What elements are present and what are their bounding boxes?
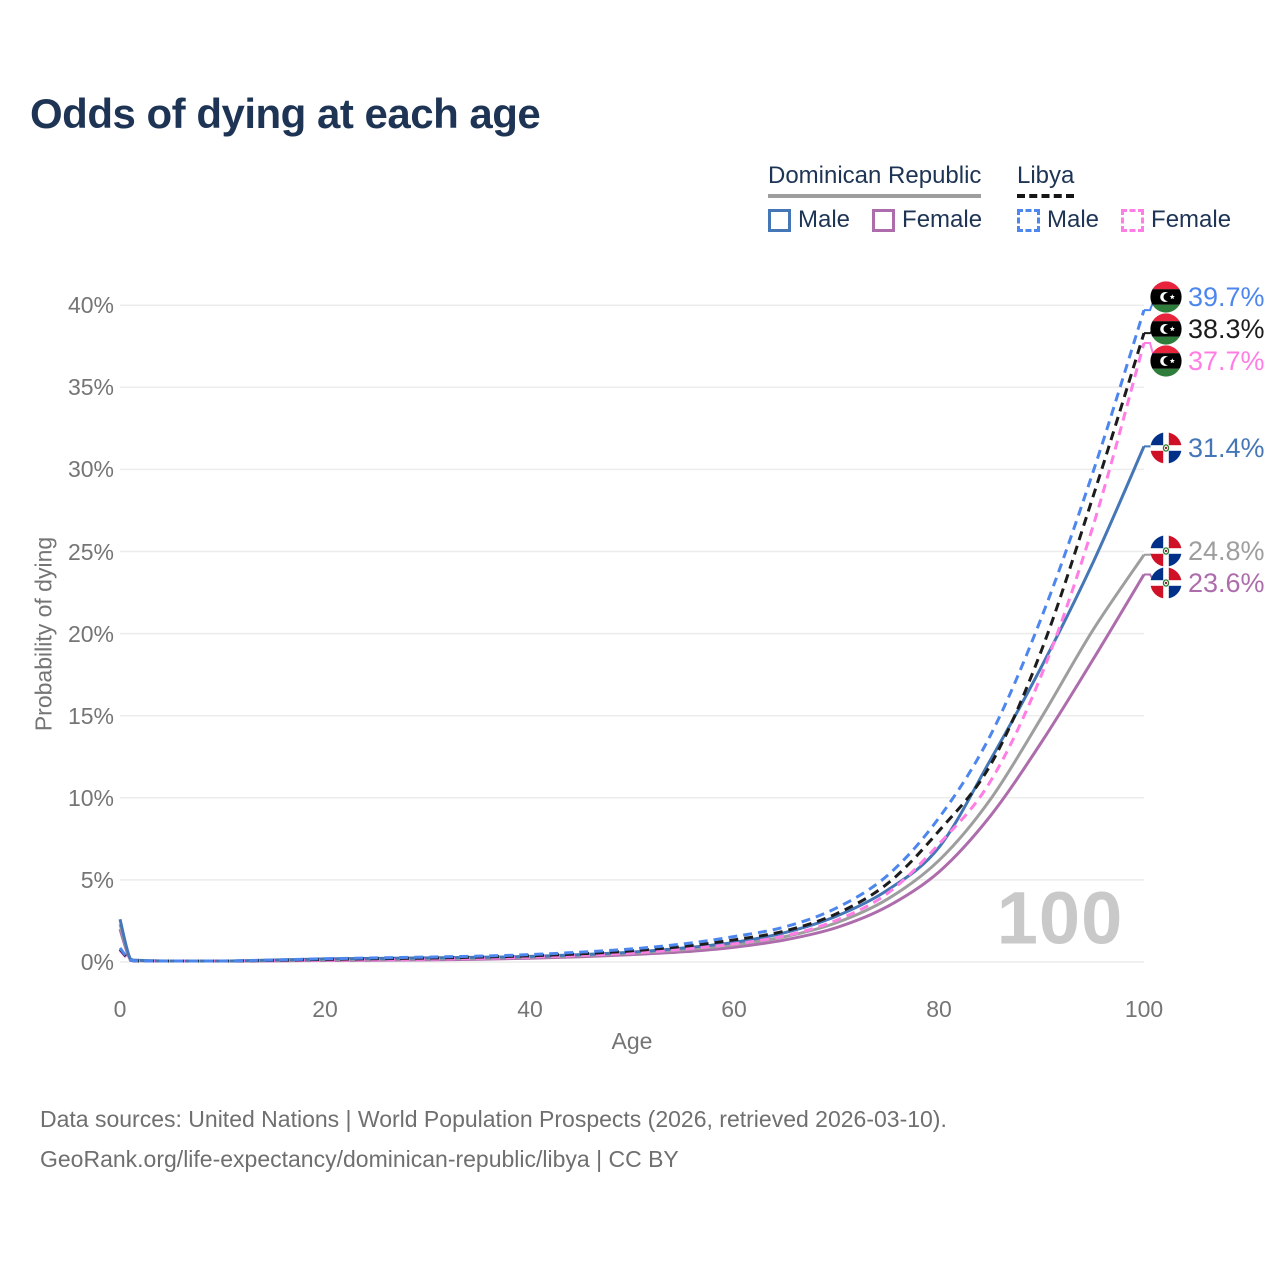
legend-label: Male [798,206,851,233]
end-label-libya-male: 39.7% [1150,280,1265,314]
end-value: 31.4% [1188,432,1265,463]
y-tick-5: 5% [80,867,114,893]
page-title: Odds of dying at each age [30,90,541,137]
libya-flag-icon [1150,313,1182,345]
x-tick-100: 100 [1124,996,1164,1022]
legend-label: Female [902,206,983,233]
age-watermark: 100 [996,876,1124,960]
legend-country-dominican-republic[interactable]: Dominican Republic [768,162,982,198]
dominican-republic-flag-icon [1150,432,1182,464]
legend-items-dominican-republic: Male Female [768,206,982,234]
legend-country-libya[interactable]: Libya [1017,162,1075,198]
end-value: 37.7% [1188,345,1265,376]
x-tick-60: 60 [721,996,747,1022]
dr-male-swatch-icon [768,208,791,232]
x-axis-title: Age [611,1028,653,1054]
legend-items-libya: Male Female [1017,206,1231,234]
y-tick-30: 30% [67,456,114,482]
end-value: 24.8% [1188,535,1265,566]
legend-item-libya-male[interactable]: Male [1017,206,1099,234]
dr-female-swatch-icon [872,208,896,232]
end-label-dr-male: 31.4% [1150,431,1265,465]
end-label-dr-both: 24.8% [1150,534,1265,568]
y-tick-0: 0% [80,949,114,975]
attribution-line: GeoRank.org/life-expectancy/dominican-re… [40,1146,679,1172]
end-label-libya-female: 37.7% [1150,344,1265,378]
legend-label: Female [1151,206,1232,233]
end-value: 39.7% [1188,281,1265,312]
legend-item-libya-female[interactable]: Female [1121,206,1231,234]
data-sources-line: Data sources: United Nations | World Pop… [40,1106,947,1132]
y-tick-15: 15% [67,703,114,729]
x-tick-80: 80 [926,996,952,1022]
libya-flag-icon [1150,281,1182,313]
end-value: 23.6% [1188,567,1265,598]
legend-item-dr-female[interactable]: Female [872,206,982,234]
y-tick-25: 25% [67,539,114,565]
y-tick-35: 35% [67,374,114,400]
legend-group-dominican-republic: Dominican Republic Male Female [768,162,982,234]
end-label-libya-both: 38.3% [1150,312,1265,346]
libya-male-swatch-icon [1017,208,1040,232]
y-tick-10: 10% [67,785,114,811]
legend-label: Male [1047,206,1100,233]
y-tick-40: 40% [67,292,114,318]
libya-flag-icon [1150,345,1182,377]
end-value: 38.3% [1188,313,1265,344]
y-tick-20: 20% [67,621,114,647]
end-label-dr-female: 23.6% [1150,566,1265,600]
dominican-republic-flag-icon [1150,535,1182,567]
legend-group-libya: Libya Male Female [1017,162,1231,234]
x-tick-20: 20 [312,996,338,1022]
libya-female-swatch-icon [1121,208,1145,232]
dominican-republic-flag-icon [1150,567,1182,599]
legend-item-dr-male[interactable]: Male [768,206,850,234]
x-tick-40: 40 [517,996,543,1022]
x-tick-0: 0 [113,996,127,1022]
